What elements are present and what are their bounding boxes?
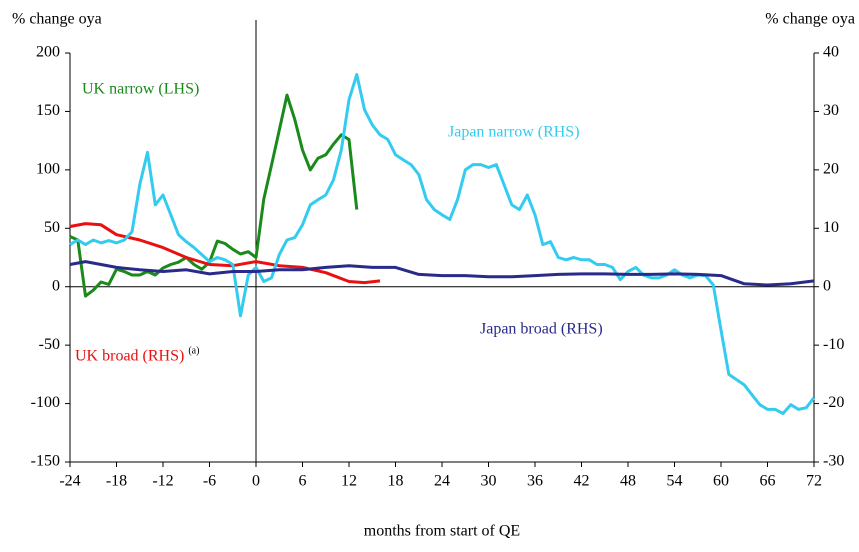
y2-tick-label: -10 (823, 336, 844, 353)
x-axis-title: months from start of QE (364, 523, 520, 540)
x-tick-label: 18 (388, 473, 404, 490)
x-tick-label: 72 (806, 473, 822, 490)
y-tick-label: 50 (44, 219, 60, 236)
y2-tick-label: -30 (823, 453, 844, 470)
y-tick-label: -150 (31, 453, 60, 470)
series-line (69, 93, 359, 298)
x-tick-label: 54 (667, 473, 683, 490)
series-line (69, 73, 816, 415)
y2-tick-label: 0 (823, 277, 831, 294)
x-tick-label: -24 (59, 473, 80, 490)
series-line (69, 260, 815, 287)
y2-axis-title: % change oya (765, 11, 855, 28)
series-label: Japan narrow (RHS) (448, 124, 580, 141)
x-tick-label: 66 (760, 473, 776, 490)
y-tick-label: 150 (36, 102, 60, 119)
y-tick-label: -100 (31, 394, 60, 411)
x-tick-label: -6 (203, 473, 216, 490)
x-tick-label: -12 (152, 473, 173, 490)
series-label: UK narrow (LHS) (82, 81, 199, 98)
series-label: UK broad (RHS) (75, 348, 184, 365)
series-line (69, 222, 381, 285)
y2-tick-label: 40 (823, 44, 839, 61)
x-tick-label: 42 (574, 473, 590, 490)
y2-tick-label: 10 (823, 219, 839, 236)
y-tick-label: 100 (36, 161, 60, 178)
footnote-marker: (a) (188, 345, 199, 356)
y-axis-title: % change oya (12, 11, 102, 28)
y-tick-label: 0 (52, 277, 60, 294)
y2-tick-label: -20 (823, 394, 844, 411)
x-tick-label: 6 (299, 473, 307, 490)
x-tick-label: 30 (481, 473, 497, 490)
x-tick-label: 60 (713, 473, 729, 490)
series-label: Japan broad (RHS) (480, 321, 603, 338)
x-tick-label: 24 (434, 473, 450, 490)
y-tick-label: 200 (36, 44, 60, 61)
x-tick-label: 48 (620, 473, 636, 490)
x-tick-label: 0 (252, 473, 260, 490)
y2-tick-label: 20 (823, 161, 839, 178)
x-tick-label: -18 (106, 473, 127, 490)
y2-tick-label: 30 (823, 102, 839, 119)
x-tick-label: 36 (527, 473, 543, 490)
y-tick-label: -50 (39, 336, 60, 353)
x-tick-label: 12 (341, 473, 357, 490)
